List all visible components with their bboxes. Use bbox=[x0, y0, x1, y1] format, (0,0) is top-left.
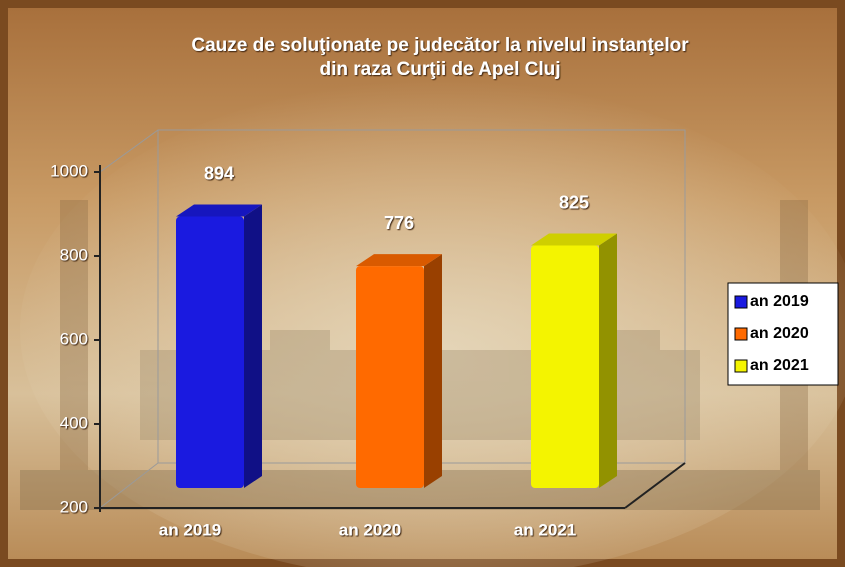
legend-swatch bbox=[734, 327, 748, 341]
bar-top bbox=[356, 254, 442, 267]
bar-side bbox=[599, 233, 617, 488]
y-tick-label: 400 bbox=[60, 413, 88, 432]
legend-label: an 2019 bbox=[750, 293, 809, 310]
value-label: 825 bbox=[559, 192, 589, 212]
chart-title: Cauze de soluţionate pe judecător la niv… bbox=[191, 35, 689, 56]
x-tick-label: an 2021 bbox=[514, 520, 576, 539]
value-label: 776 bbox=[384, 213, 414, 233]
bar bbox=[356, 266, 424, 488]
bar-side bbox=[244, 204, 262, 488]
legend-swatch bbox=[734, 359, 748, 373]
y-tick-label: 800 bbox=[60, 245, 88, 264]
value-label: 894 bbox=[204, 163, 234, 183]
x-tick-label: an 2019 bbox=[159, 520, 221, 539]
y-tick-label: 600 bbox=[60, 329, 88, 348]
x-tick-label: an 2020 bbox=[339, 520, 401, 539]
bar bbox=[531, 245, 599, 488]
legend-label: an 2021 bbox=[750, 357, 809, 374]
legend-label: an 2020 bbox=[750, 325, 809, 342]
bar-top bbox=[176, 204, 262, 217]
bar bbox=[176, 216, 244, 488]
y-tick-label: 200 bbox=[60, 497, 88, 516]
legend-swatch bbox=[734, 295, 748, 309]
y-tick-label: 1000 bbox=[50, 161, 88, 180]
floor-edge bbox=[624, 462, 686, 509]
bar-top bbox=[531, 233, 617, 246]
bar-side bbox=[424, 254, 442, 488]
chart-title: din raza Curţii de Apel Cluj bbox=[319, 59, 560, 80]
